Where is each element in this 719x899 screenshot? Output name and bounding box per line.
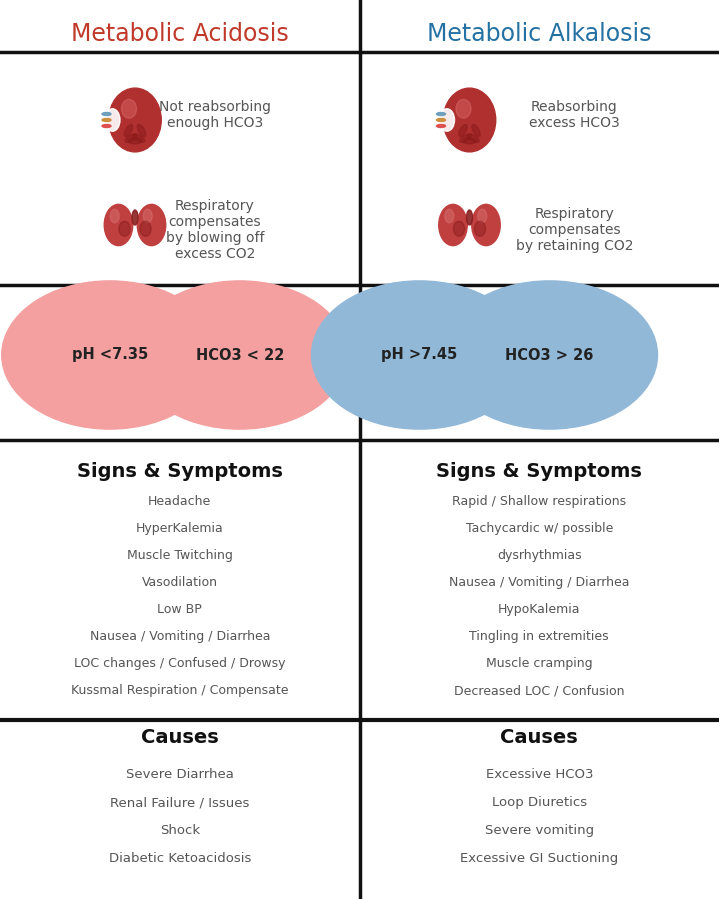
Text: Tachycardic w/ possible: Tachycardic w/ possible	[466, 522, 613, 535]
Text: Nausea / Vomiting / Diarrhea: Nausea / Vomiting / Diarrhea	[449, 576, 630, 589]
Ellipse shape	[140, 221, 151, 236]
Text: Signs & Symptoms: Signs & Symptoms	[77, 462, 283, 481]
Text: Kussmal Respiration / Compensate: Kussmal Respiration / Compensate	[71, 684, 288, 697]
Text: Headache: Headache	[148, 495, 211, 508]
Ellipse shape	[436, 124, 446, 128]
Ellipse shape	[475, 221, 485, 236]
Text: Severe Diarrhea: Severe Diarrhea	[126, 768, 234, 781]
Ellipse shape	[124, 124, 133, 137]
Text: Signs & Symptoms: Signs & Symptoms	[436, 462, 642, 481]
Ellipse shape	[311, 280, 528, 429]
Ellipse shape	[459, 134, 472, 142]
Text: HCO3 > 26: HCO3 > 26	[505, 348, 594, 362]
Ellipse shape	[463, 138, 476, 144]
Text: Tingling in extremities: Tingling in extremities	[470, 630, 609, 643]
Text: LOC changes / Confused / Drowsy: LOC changes / Confused / Drowsy	[74, 657, 285, 670]
Text: Nausea / Vomiting / Diarrhea: Nausea / Vomiting / Diarrhea	[89, 630, 270, 643]
Text: HypoKalemia: HypoKalemia	[498, 603, 580, 616]
Text: Reabsorbing
excess HCO3: Reabsorbing excess HCO3	[529, 100, 620, 130]
Ellipse shape	[441, 280, 657, 429]
Text: Metabolic Alkalosis: Metabolic Alkalosis	[427, 22, 651, 46]
Ellipse shape	[104, 204, 133, 245]
Text: pH >7.45: pH >7.45	[381, 348, 457, 362]
Text: Excessive GI Suctioning: Excessive GI Suctioning	[460, 852, 618, 865]
Ellipse shape	[443, 88, 495, 152]
Ellipse shape	[436, 112, 446, 115]
Ellipse shape	[102, 112, 111, 115]
Ellipse shape	[133, 134, 145, 142]
Text: Renal Failure / Issues: Renal Failure / Issues	[110, 796, 249, 809]
Ellipse shape	[477, 209, 487, 223]
Ellipse shape	[110, 209, 119, 223]
Ellipse shape	[439, 109, 454, 131]
Ellipse shape	[105, 109, 120, 131]
Ellipse shape	[459, 124, 467, 137]
Text: dysrhythmias: dysrhythmias	[497, 549, 582, 562]
Ellipse shape	[143, 209, 152, 223]
Text: Decreased LOC / Confusion: Decreased LOC / Confusion	[454, 684, 625, 697]
Text: Muscle cramping: Muscle cramping	[486, 657, 592, 670]
Text: Causes: Causes	[141, 728, 219, 747]
Text: Vasodilation: Vasodilation	[142, 576, 218, 589]
Ellipse shape	[454, 221, 464, 236]
Text: HCO3 < 22: HCO3 < 22	[196, 348, 284, 362]
Text: Loop Diuretics: Loop Diuretics	[492, 796, 587, 809]
Ellipse shape	[122, 100, 137, 118]
Ellipse shape	[445, 209, 454, 223]
Text: Diabetic Ketoacidosis: Diabetic Ketoacidosis	[109, 852, 251, 865]
Text: Respiratory
compensates
by blowing off
excess CO2: Respiratory compensates by blowing off e…	[165, 199, 264, 262]
Ellipse shape	[132, 280, 348, 429]
Ellipse shape	[128, 138, 142, 144]
Text: Shock: Shock	[160, 824, 200, 837]
Ellipse shape	[472, 124, 480, 137]
Ellipse shape	[102, 119, 111, 121]
Text: Causes: Causes	[500, 728, 578, 747]
Text: HyperKalemia: HyperKalemia	[136, 522, 224, 535]
Ellipse shape	[109, 88, 161, 152]
Text: Excessive HCO3: Excessive HCO3	[485, 768, 593, 781]
Ellipse shape	[119, 221, 130, 236]
Text: Severe vomiting: Severe vomiting	[485, 824, 594, 837]
Text: Not reabsorbing
enough HCO3: Not reabsorbing enough HCO3	[159, 100, 271, 130]
Text: Muscle Twitching: Muscle Twitching	[127, 549, 233, 562]
Ellipse shape	[436, 119, 446, 121]
Ellipse shape	[132, 210, 138, 225]
Ellipse shape	[456, 100, 471, 118]
Ellipse shape	[102, 124, 111, 128]
Text: Rapid / Shallow respirations: Rapid / Shallow respirations	[452, 495, 626, 508]
Text: pH <7.35: pH <7.35	[72, 348, 148, 362]
Ellipse shape	[137, 124, 146, 137]
Ellipse shape	[467, 134, 480, 142]
Ellipse shape	[467, 210, 472, 225]
Ellipse shape	[125, 134, 137, 142]
Text: Respiratory
compensates
by retaining CO2: Respiratory compensates by retaining CO2	[516, 207, 633, 254]
Text: Metabolic Acidosis: Metabolic Acidosis	[71, 22, 288, 46]
Ellipse shape	[472, 204, 500, 245]
Text: Low BP: Low BP	[157, 603, 202, 616]
Ellipse shape	[439, 204, 467, 245]
Ellipse shape	[137, 204, 166, 245]
Ellipse shape	[1, 280, 218, 429]
